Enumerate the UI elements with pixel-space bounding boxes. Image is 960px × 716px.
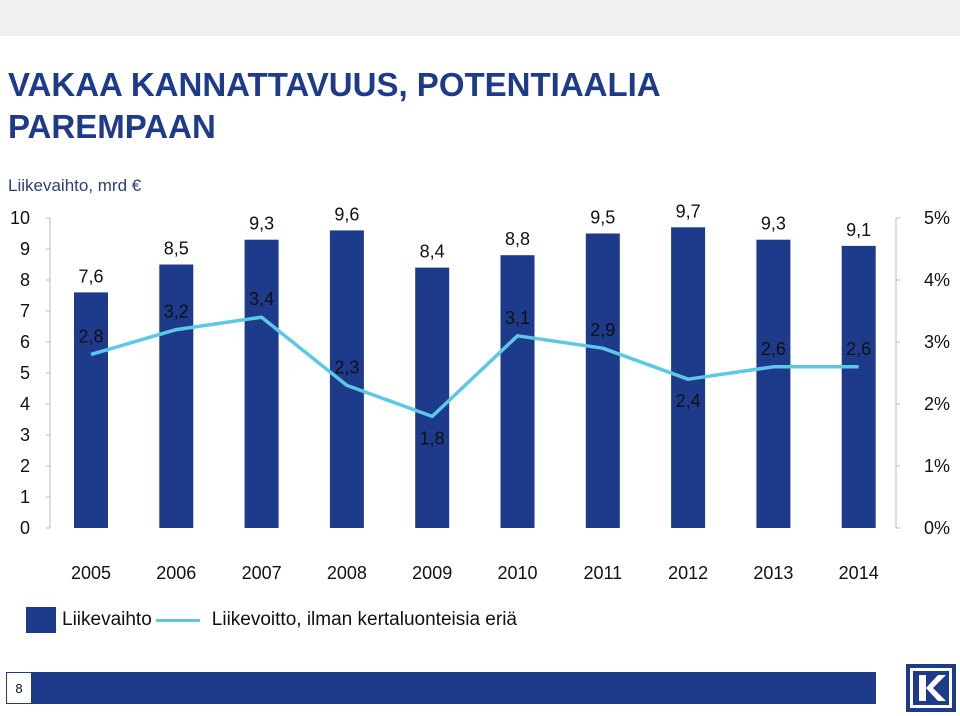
bar-data-label: 9,3: [761, 214, 786, 234]
x-tick-label: 2014: [839, 563, 879, 583]
bar-liikevaihto: [329, 230, 364, 528]
bar-data-label: 8,4: [420, 242, 445, 262]
footer-bar: [6, 672, 876, 704]
page-title: VAKAA KANNATTAVUUS, POTENTIAALIA PAREMPA…: [8, 64, 908, 148]
line-data-label: 2,3: [334, 357, 359, 377]
page-title-line2: PAREMPAAN: [8, 108, 216, 145]
x-tick-label: 2010: [497, 563, 537, 583]
y-left-tick-label: 0: [20, 518, 30, 538]
line-liikevoitto: [90, 315, 859, 419]
page-title-line1: VAKAA KANNATTAVUUS, POTENTIAALIA: [8, 66, 661, 103]
y-left-tick-label: 5: [20, 363, 30, 383]
x-tick-label: 2006: [156, 563, 196, 583]
legend-swatch-line: [155, 618, 200, 622]
y-right-tick-label: 1%: [924, 456, 950, 476]
bar-liikevaihto: [415, 267, 450, 528]
bar-data-label: 9,1: [846, 220, 871, 240]
line-data-label: 2,6: [761, 339, 786, 359]
bar-liikevaihto: [74, 292, 108, 528]
y-right-tick-label: 2%: [924, 394, 950, 414]
top-band: [0, 0, 960, 36]
x-tick-label: 2012: [668, 563, 708, 583]
chart-subtitle: Liikevaihto, mrd €: [8, 176, 142, 195]
bar-liikevaihto: [841, 245, 876, 528]
bar-data-label: 7,6: [78, 266, 103, 286]
bar-liikevaihto: [756, 239, 791, 528]
bar-data-label: 9,7: [676, 201, 701, 221]
page-number: 8: [6, 672, 32, 704]
kesko-logo-icon: [906, 664, 956, 712]
y-left-tick-label: 4: [20, 394, 30, 414]
y-right-tick-label: 5%: [924, 208, 950, 228]
bar-data-label: 8,8: [505, 229, 530, 249]
y-left-tick-label: 3: [20, 425, 30, 445]
x-tick-label: 2009: [412, 563, 452, 583]
y-right-tick-label: 0%: [924, 518, 950, 538]
x-tick-label: 2005: [71, 563, 111, 583]
chart-legend: Liikevaihto Liikevoitto, ilman kertaluon…: [26, 606, 517, 634]
bar-liikevaihto: [159, 264, 194, 528]
legend-swatch-bar: [26, 607, 56, 633]
line-data-label: 2,9: [590, 320, 615, 340]
bar-data-label: 8,5: [164, 239, 189, 259]
line-data-label: 1,8: [420, 428, 445, 448]
bar-liikevaihto: [585, 233, 620, 528]
y-right-tick-label: 4%: [924, 270, 950, 290]
x-tick-label: 2013: [753, 563, 793, 583]
line-data-label: 3,4: [249, 289, 274, 309]
line-data-label: 2,8: [78, 326, 103, 346]
y-left-tick-label: 2: [20, 456, 30, 476]
x-tick-label: 2008: [327, 563, 367, 583]
legend-label-line: Liikevoitto, ilman kertaluonteisia eriä: [211, 609, 517, 630]
y-left-tick-label: 9: [20, 239, 30, 259]
bar-data-label: 9,6: [334, 204, 359, 224]
y-left-tick-label: 7: [20, 301, 30, 321]
bar-data-label: 9,5: [590, 208, 615, 228]
line-data-label: 3,1: [505, 308, 530, 328]
legend-label-bar: Liikevaihto: [62, 609, 152, 630]
x-tick-label: 2007: [242, 563, 282, 583]
y-left-tick-label: 1: [20, 487, 30, 507]
line-data-label: 2,6: [846, 339, 871, 359]
bar-liikevaihto: [244, 239, 279, 528]
line-data-label: 2,4: [676, 391, 701, 411]
y-left-tick-label: 10: [10, 208, 30, 228]
x-tick-label: 2011: [583, 563, 622, 583]
y-left-tick-label: 6: [20, 332, 30, 352]
y-right-tick-label: 3%: [924, 332, 950, 352]
bar-liikevaihto: [500, 255, 535, 528]
line-data-label: 3,2: [164, 302, 189, 322]
bar-data-label: 9,3: [249, 214, 274, 234]
combo-chart: 0 1 2 3 4 5 6 7 8 9 10 0% 1% 2% 3% 4% 5% 7,6 8,5 9,3 9,6 8,4 8…: [10, 201, 950, 583]
y-left-tick-label: 8: [20, 270, 30, 290]
